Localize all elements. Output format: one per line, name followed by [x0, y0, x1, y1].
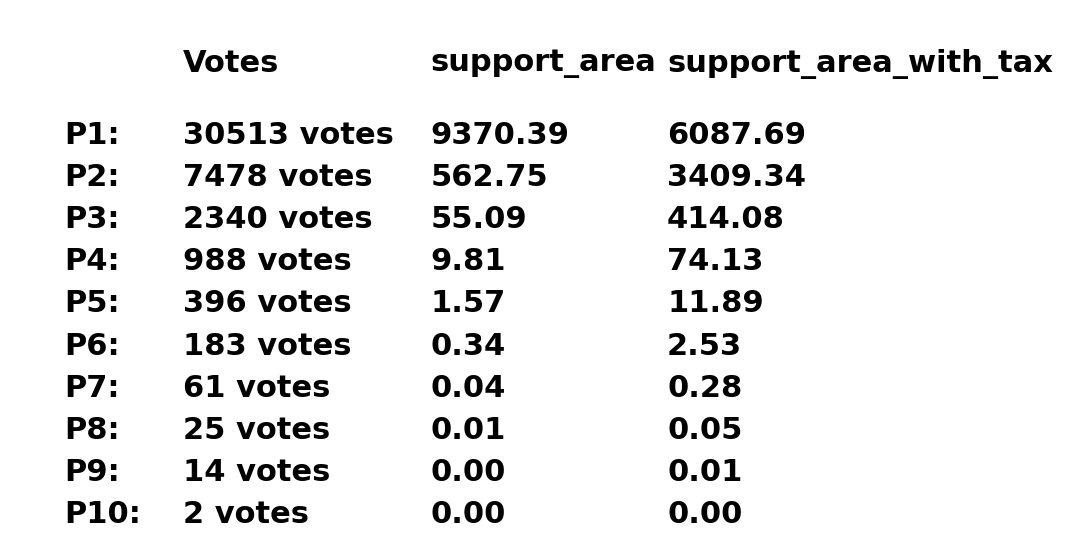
Text: 61 votes: 61 votes — [183, 374, 330, 403]
Text: 11.89: 11.89 — [667, 289, 764, 318]
Text: 9370.39: 9370.39 — [430, 121, 569, 150]
Text: 55.09: 55.09 — [430, 205, 527, 234]
Text: P9:: P9: — [65, 458, 121, 487]
Text: 74.13: 74.13 — [667, 247, 764, 276]
Text: 0.05: 0.05 — [667, 416, 742, 445]
Text: 0.01: 0.01 — [667, 458, 742, 487]
Text: 0.04: 0.04 — [430, 374, 506, 403]
Text: P8:: P8: — [65, 416, 121, 445]
Text: 0.34: 0.34 — [430, 332, 506, 361]
Text: 2.53: 2.53 — [667, 332, 742, 361]
Text: 0.00: 0.00 — [430, 458, 506, 487]
Text: P7:: P7: — [65, 374, 121, 403]
Text: 0.00: 0.00 — [667, 500, 742, 529]
Text: 1.57: 1.57 — [430, 289, 506, 318]
Text: 988 votes: 988 votes — [183, 247, 352, 276]
Text: 2 votes: 2 votes — [183, 500, 309, 529]
Text: 414.08: 414.08 — [667, 205, 785, 234]
Text: 562.75: 562.75 — [430, 163, 548, 192]
Text: 30513 votes: 30513 votes — [183, 121, 394, 150]
Text: P2:: P2: — [65, 163, 121, 192]
Text: P1:: P1: — [65, 121, 121, 150]
Text: Votes: Votes — [183, 49, 280, 78]
Text: 9.81: 9.81 — [430, 247, 506, 276]
Text: 0.01: 0.01 — [430, 416, 506, 445]
Text: 25 votes: 25 votes — [183, 416, 330, 445]
Text: 2340 votes: 2340 votes — [183, 205, 372, 234]
Text: 183 votes: 183 votes — [183, 332, 352, 361]
Text: 0.00: 0.00 — [430, 500, 506, 529]
Text: 14 votes: 14 votes — [183, 458, 330, 487]
Text: P5:: P5: — [65, 289, 121, 318]
Text: P3:: P3: — [65, 205, 121, 234]
Text: 3409.34: 3409.34 — [667, 163, 806, 192]
Text: P4:: P4: — [65, 247, 121, 276]
Text: 0.28: 0.28 — [667, 374, 742, 403]
Text: 6087.69: 6087.69 — [667, 121, 806, 150]
Text: 7478 votes: 7478 votes — [183, 163, 372, 192]
Text: support_area_with_tax: support_area_with_tax — [667, 49, 1053, 79]
Text: P6:: P6: — [65, 332, 121, 361]
Text: P10:: P10: — [65, 500, 141, 529]
Text: 396 votes: 396 votes — [183, 289, 352, 318]
Text: support_area: support_area — [430, 49, 656, 78]
